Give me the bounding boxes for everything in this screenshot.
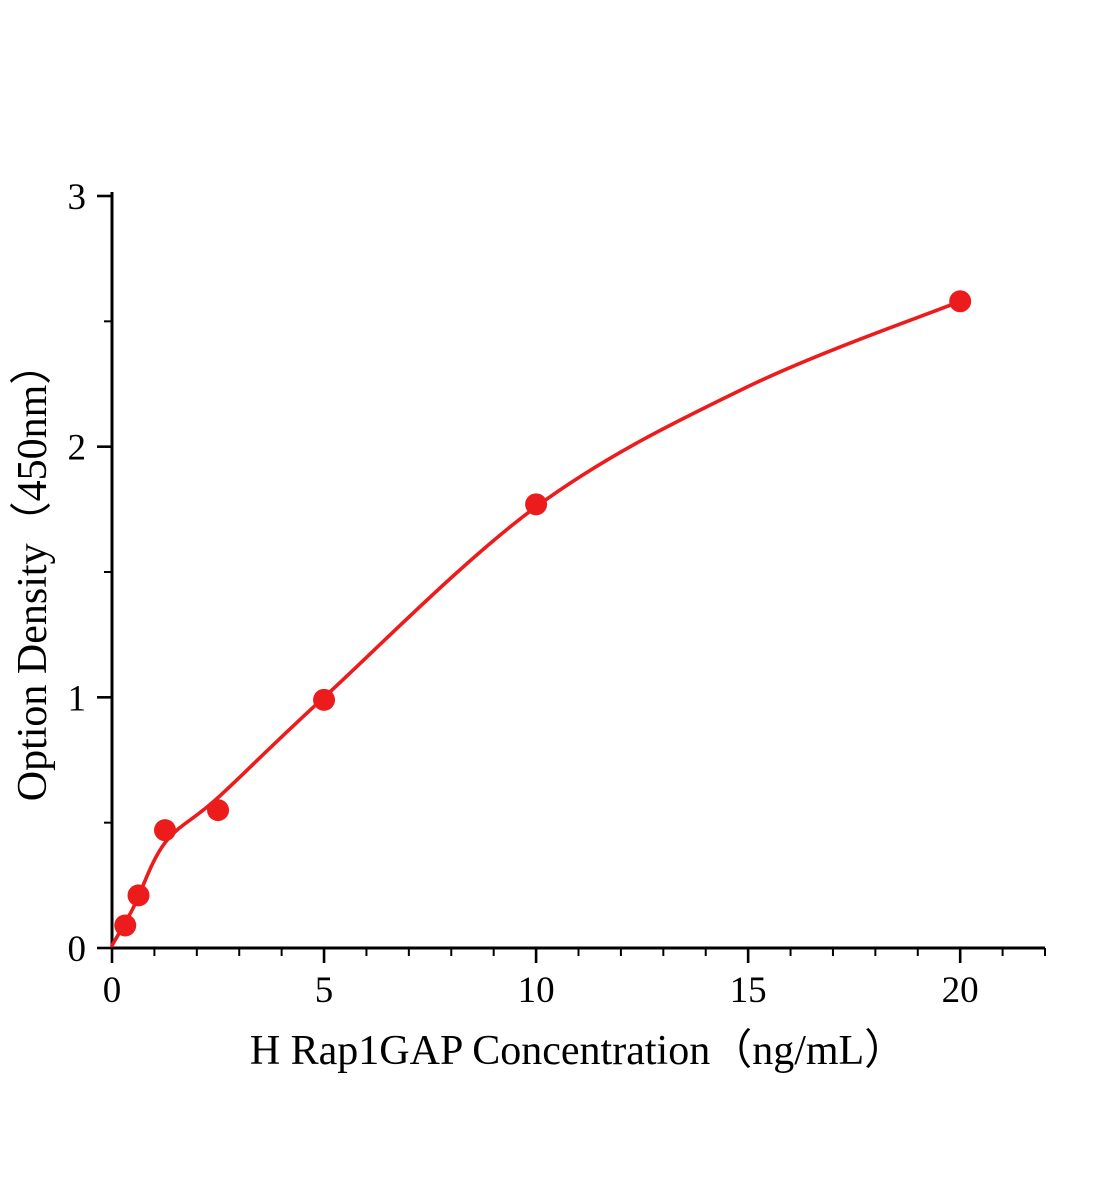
y-tick-label: 2 bbox=[68, 428, 87, 469]
tick-layer: 0 5 10 15 20 0 1 2 3 bbox=[68, 177, 1046, 1011]
y-tick-label: 3 bbox=[68, 177, 87, 218]
data-point bbox=[313, 688, 336, 711]
x-tick-label: 10 bbox=[518, 970, 555, 1011]
y-tick-label: 1 bbox=[68, 678, 87, 719]
data-point bbox=[525, 493, 548, 516]
fit-curve bbox=[110, 299, 962, 948]
x-tick-label: 0 bbox=[103, 970, 122, 1011]
data-point bbox=[207, 799, 230, 822]
point-layer bbox=[114, 290, 972, 937]
x-tick-label: 15 bbox=[730, 970, 767, 1011]
x-axis-title: H Rap1GAP Concentration（ng/mL） bbox=[250, 1028, 906, 1074]
x-tick-label: 20 bbox=[942, 970, 979, 1011]
y-tick-label: 0 bbox=[68, 929, 87, 970]
data-point bbox=[949, 290, 972, 313]
x-tick-label: 5 bbox=[315, 970, 334, 1011]
data-point bbox=[114, 914, 137, 937]
axes-layer bbox=[110, 192, 1045, 950]
y-axis-title: Option Density（450nm） bbox=[10, 343, 56, 802]
curve-layer bbox=[110, 299, 962, 948]
data-point bbox=[127, 884, 150, 907]
data-point bbox=[154, 819, 177, 842]
